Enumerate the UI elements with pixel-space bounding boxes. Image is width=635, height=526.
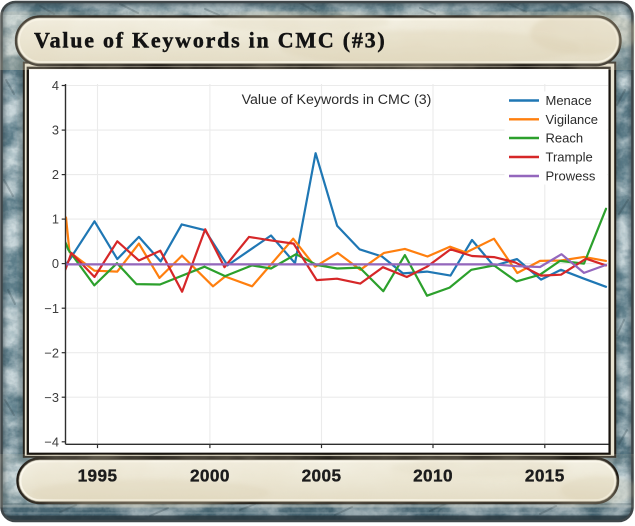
- svg-text:Trample: Trample: [546, 150, 593, 165]
- svg-text:2: 2: [52, 167, 59, 182]
- svg-text:2015: 2015: [525, 466, 565, 486]
- svg-text:−1: −1: [44, 301, 59, 316]
- svg-text:2010: 2010: [413, 466, 453, 486]
- svg-text:2005: 2005: [302, 466, 342, 486]
- svg-text:Value of Keywords in CMC (#3): Value of Keywords in CMC (#3): [34, 28, 386, 53]
- svg-text:4: 4: [52, 78, 59, 93]
- svg-text:Menace: Menace: [546, 93, 592, 108]
- svg-text:1: 1: [52, 212, 59, 227]
- svg-text:3: 3: [52, 123, 59, 138]
- svg-text:Value of Keywords in CMC (3): Value of Keywords in CMC (3): [242, 92, 432, 108]
- svg-text:0: 0: [52, 256, 59, 271]
- svg-text:−2: −2: [44, 345, 59, 360]
- svg-text:Vigilance: Vigilance: [546, 112, 599, 127]
- svg-text:Reach: Reach: [546, 131, 584, 146]
- svg-text:Prowess: Prowess: [546, 169, 596, 184]
- svg-text:−3: −3: [44, 390, 59, 405]
- svg-text:2000: 2000: [190, 466, 230, 486]
- svg-text:1995: 1995: [78, 466, 118, 486]
- svg-text:−4: −4: [44, 434, 59, 449]
